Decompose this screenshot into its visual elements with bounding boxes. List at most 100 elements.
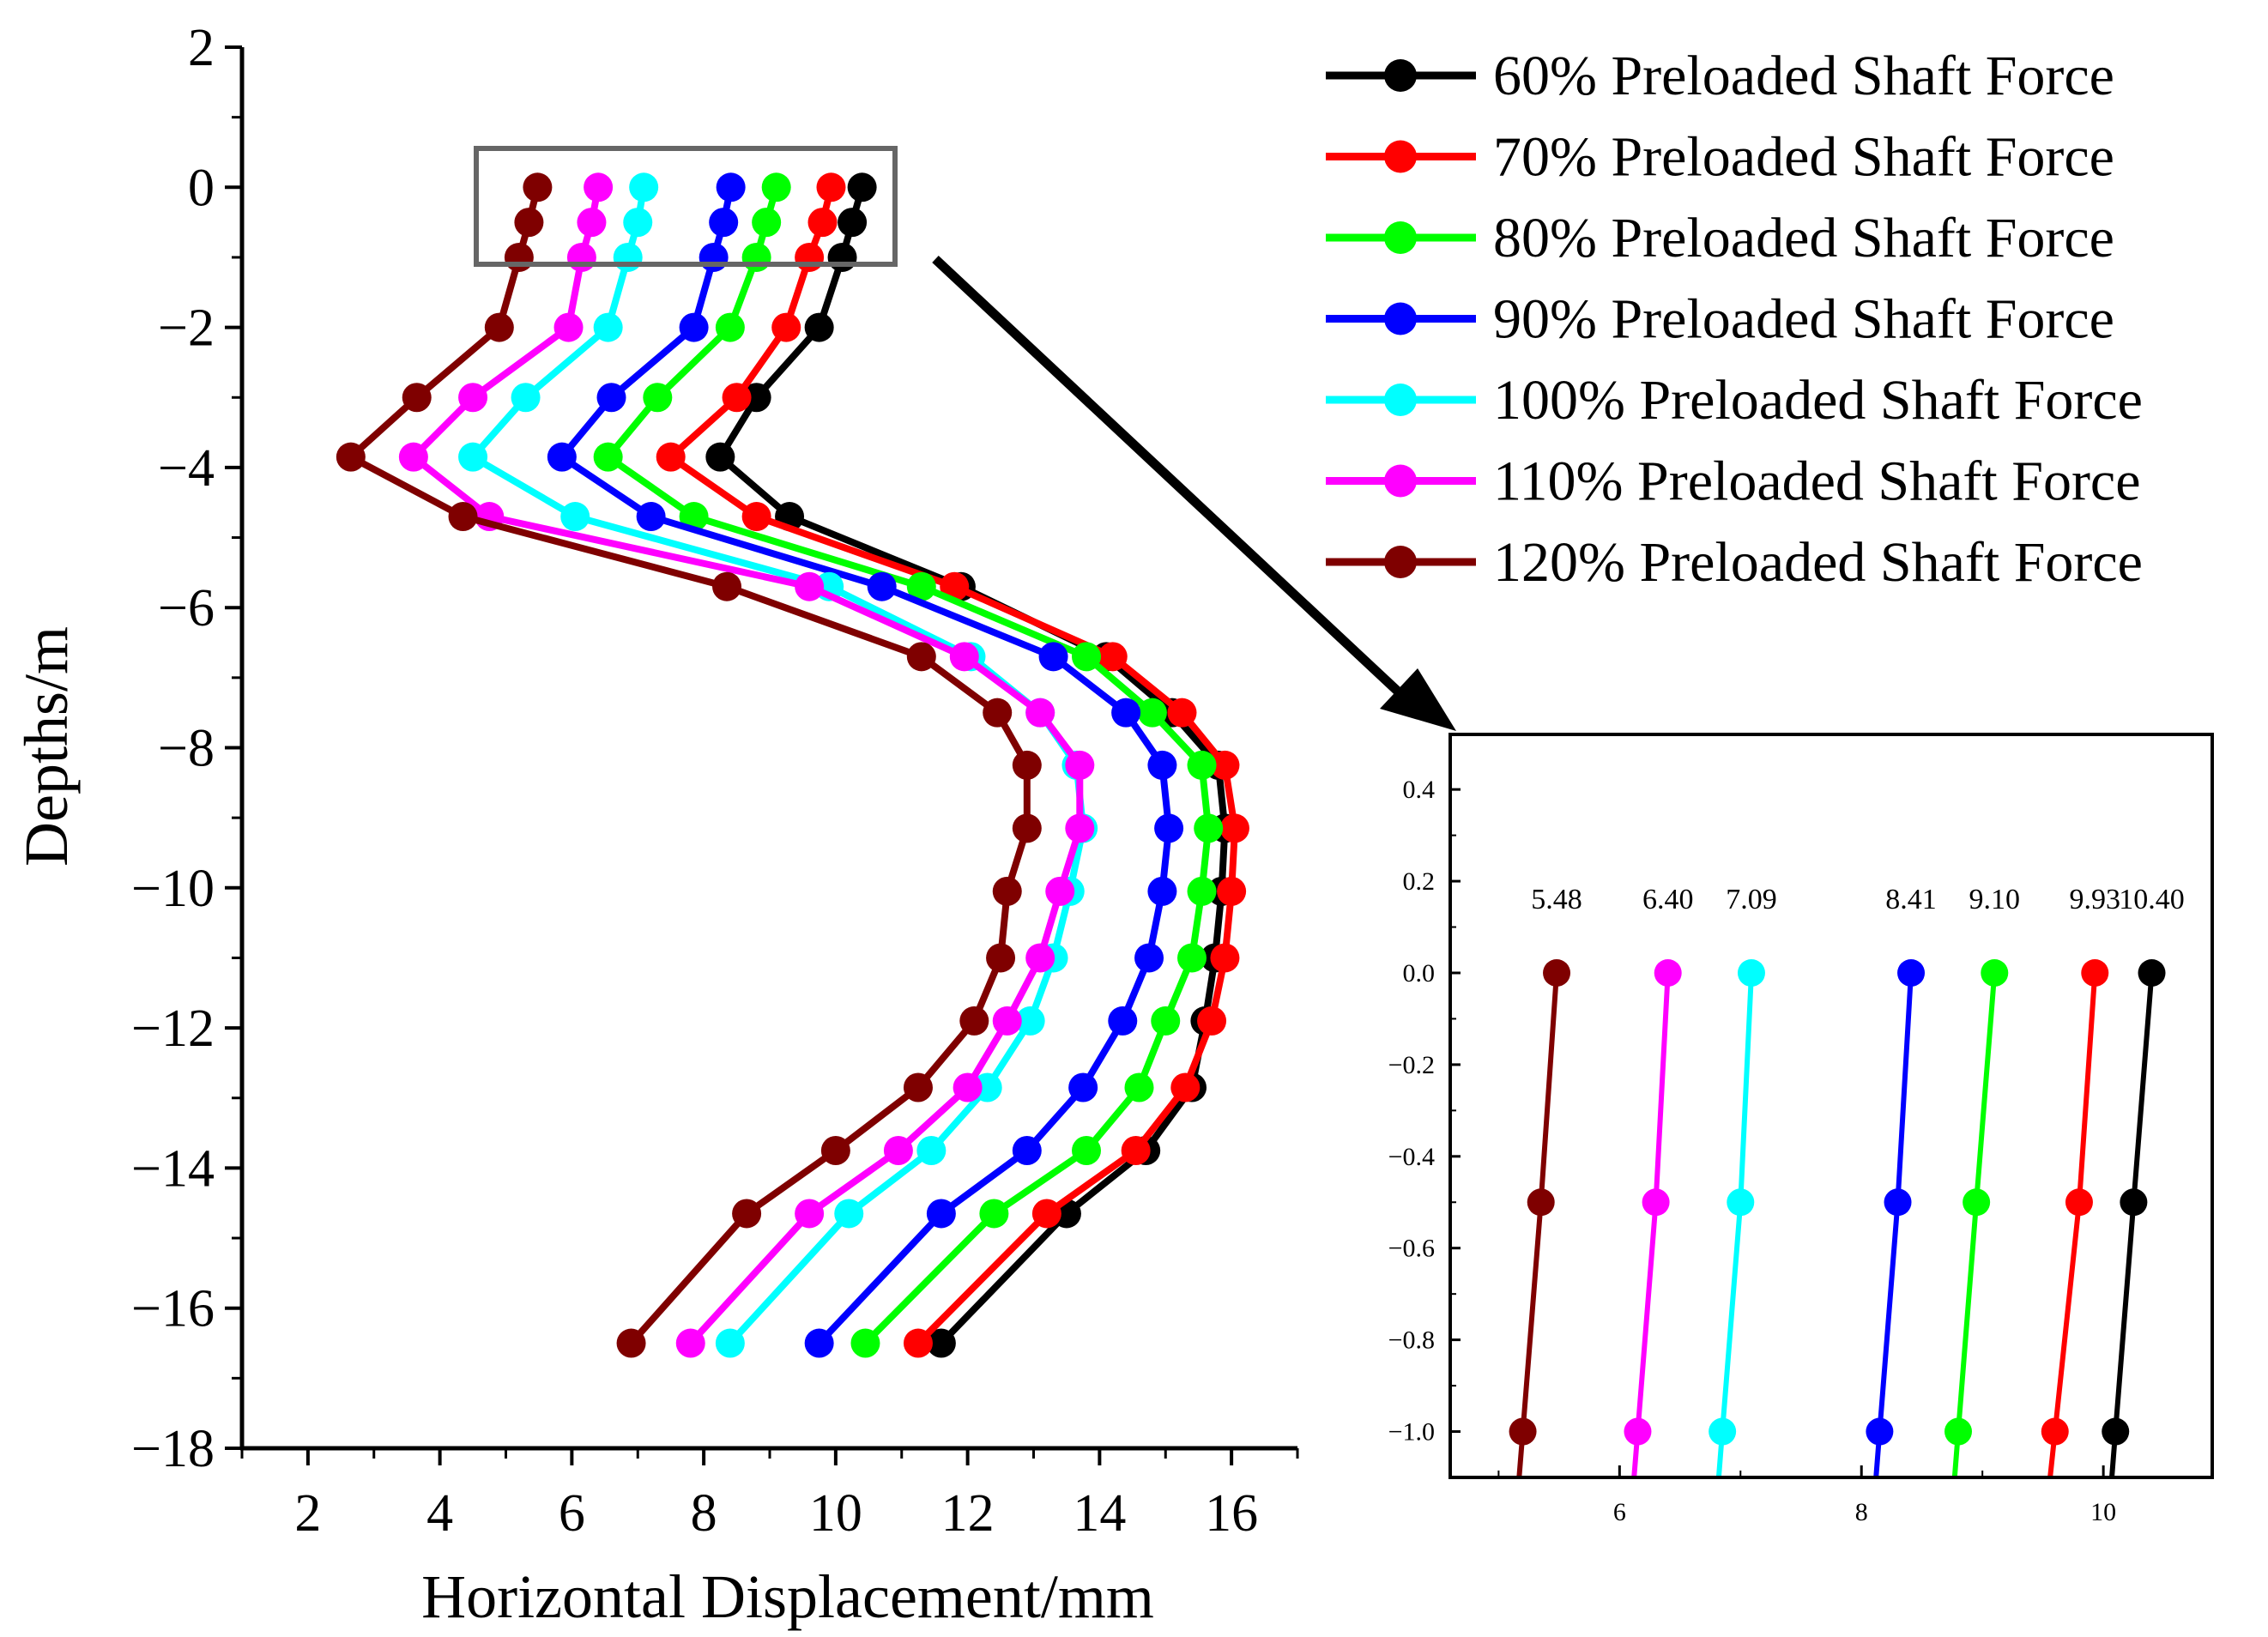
data-point-90-preloaded-shaft-force bbox=[1108, 1006, 1138, 1036]
inset-y-tick-label: −0.6 bbox=[1388, 1235, 1435, 1263]
data-point-100-preloaded-shaft-force bbox=[613, 242, 643, 272]
data-point-90-preloaded-shaft-force bbox=[1154, 813, 1184, 843]
inset-data-point-100-preloaded-shaft-force bbox=[1737, 958, 1765, 987]
inset-series-line-80-preloaded-shaft-force bbox=[1951, 972, 1998, 1478]
data-point-80-preloaded-shaft-force bbox=[979, 1199, 1009, 1229]
data-point-80-preloaded-shaft-force bbox=[906, 571, 936, 601]
data-point-90-preloaded-shaft-force bbox=[1012, 1135, 1042, 1165]
data-point-70-preloaded-shaft-force bbox=[1098, 642, 1128, 672]
data-point-120-preloaded-shaft-force bbox=[484, 312, 514, 342]
y-tick-label: −6 bbox=[158, 579, 215, 637]
data-point-110-preloaded-shaft-force bbox=[883, 1135, 913, 1165]
data-point-90-preloaded-shaft-force bbox=[1147, 750, 1177, 780]
data-point-120-preloaded-shaft-force bbox=[514, 208, 544, 238]
data-point-90-preloaded-shaft-force bbox=[547, 442, 577, 472]
data-point-70-preloaded-shaft-force bbox=[722, 383, 752, 413]
inset-data-point-90-preloaded-shaft-force bbox=[1866, 1417, 1894, 1446]
data-point-110-preloaded-shaft-force bbox=[1025, 698, 1055, 728]
data-point-80-preloaded-shaft-force bbox=[1072, 642, 1101, 672]
data-point-100-preloaded-shaft-force bbox=[623, 208, 653, 238]
zoom-arrow-shaft bbox=[932, 255, 1412, 706]
legend-label-120-preloaded-shaft-force: 120% Preloaded Shaft Force bbox=[1493, 531, 2143, 594]
inset-frame bbox=[1448, 733, 2214, 1479]
inset-data-point-60-preloaded-shaft-force bbox=[2102, 1417, 2130, 1446]
data-point-110-preloaded-shaft-force bbox=[1025, 943, 1055, 973]
inset-value-label: 8.41 bbox=[1885, 884, 1937, 915]
y-tick-label: −18 bbox=[131, 1420, 215, 1478]
data-point-120-preloaded-shaft-force bbox=[523, 172, 553, 202]
data-point-70-preloaded-shaft-force bbox=[903, 1328, 933, 1358]
data-point-60-preloaded-shaft-force bbox=[705, 442, 735, 472]
data-point-120-preloaded-shaft-force bbox=[992, 876, 1022, 906]
data-point-120-preloaded-shaft-force bbox=[732, 1199, 762, 1229]
x-tick-label: 2 bbox=[294, 1484, 321, 1543]
legend-marker-100-preloaded-shaft-force bbox=[1384, 384, 1417, 416]
data-point-80-preloaded-shaft-force bbox=[1177, 943, 1207, 973]
inset-data-point-110-preloaded-shaft-force bbox=[1624, 1417, 1652, 1446]
y-tick-label: −4 bbox=[158, 439, 215, 498]
data-point-100-preloaded-shaft-force bbox=[916, 1135, 947, 1165]
data-point-80-preloaded-shaft-force bbox=[1194, 813, 1224, 843]
y-tick-label: −2 bbox=[158, 299, 215, 358]
inset-data-point-90-preloaded-shaft-force bbox=[1884, 1188, 1912, 1217]
data-point-70-preloaded-shaft-force bbox=[1170, 1072, 1201, 1102]
main-series-group bbox=[336, 172, 1249, 1358]
inset-x-tick-label: 8 bbox=[1855, 1498, 1868, 1526]
legend-marker-120-preloaded-shaft-force bbox=[1384, 546, 1417, 578]
inset-y-tick-label: −0.8 bbox=[1388, 1326, 1435, 1355]
data-point-60-preloaded-shaft-force bbox=[838, 208, 868, 238]
data-point-120-preloaded-shaft-force bbox=[983, 698, 1013, 728]
y-axis-title: Depths/m bbox=[12, 626, 81, 867]
data-point-120-preloaded-shaft-force bbox=[986, 943, 1016, 973]
data-point-110-preloaded-shaft-force bbox=[675, 1328, 705, 1358]
data-point-110-preloaded-shaft-force bbox=[584, 172, 614, 202]
zoom-arrow-head bbox=[1380, 668, 1456, 731]
main-plot: 2 0 −2 −4 −6 −8 −10 −12 −14 −16 −18 2 4 6 8 10 12 14 16 H… bbox=[12, 19, 1299, 1631]
data-point-90-preloaded-shaft-force bbox=[699, 242, 729, 272]
data-point-100-preloaded-shaft-force bbox=[834, 1199, 864, 1229]
main-x-ticks: 2 4 6 8 10 12 14 16 bbox=[240, 1448, 1299, 1543]
data-point-80-preloaded-shaft-force bbox=[850, 1328, 880, 1358]
inset-y-tick-label: 0.4 bbox=[1403, 776, 1436, 804]
data-point-120-preloaded-shaft-force bbox=[903, 1072, 933, 1102]
inset-series-line-120-preloaded-shaft-force bbox=[1516, 972, 1559, 1478]
data-point-60-preloaded-shaft-force bbox=[804, 312, 834, 342]
y-tick-label: −14 bbox=[131, 1139, 215, 1198]
inset-y-tick-label: 0.0 bbox=[1403, 959, 1436, 988]
data-point-100-preloaded-shaft-force bbox=[458, 442, 488, 472]
inset-data-point-120-preloaded-shaft-force bbox=[1509, 1417, 1537, 1446]
inset-y-tick-label: 0.2 bbox=[1403, 867, 1436, 896]
legend: 60% Preloaded Shaft Force 70% Preloaded S… bbox=[1326, 45, 2143, 594]
legend-label-70-preloaded-shaft-force: 70% Preloaded Shaft Force bbox=[1493, 126, 2114, 189]
legend-marker-80-preloaded-shaft-force bbox=[1384, 221, 1417, 254]
inset-data-point-70-preloaded-shaft-force bbox=[2041, 1417, 2069, 1446]
inset-data-point-80-preloaded-shaft-force bbox=[1981, 958, 2009, 987]
data-point-110-preloaded-shaft-force bbox=[795, 1199, 825, 1229]
data-point-60-preloaded-shaft-force bbox=[926, 1328, 956, 1358]
inset-data-point-90-preloaded-shaft-force bbox=[1897, 958, 1926, 987]
data-point-110-preloaded-shaft-force bbox=[949, 642, 979, 672]
inset-value-label: 7.09 bbox=[1726, 884, 1777, 915]
data-point-60-preloaded-shaft-force bbox=[847, 172, 877, 202]
inset-data-point-60-preloaded-shaft-force bbox=[2120, 1188, 2148, 1217]
data-point-90-preloaded-shaft-force bbox=[716, 172, 746, 202]
data-point-120-preloaded-shaft-force bbox=[504, 242, 534, 272]
inset-series-line-70-preloaded-shaft-force bbox=[2047, 972, 2098, 1478]
inset-data-point-80-preloaded-shaft-force bbox=[1944, 1417, 1972, 1446]
data-point-120-preloaded-shaft-force bbox=[1012, 813, 1042, 843]
legend-label-80-preloaded-shaft-force: 80% Preloaded Shaft Force bbox=[1493, 207, 2114, 269]
data-point-70-preloaded-shaft-force bbox=[741, 502, 771, 532]
data-point-70-preloaded-shaft-force bbox=[1197, 1006, 1227, 1036]
data-point-120-preloaded-shaft-force bbox=[448, 502, 478, 532]
data-point-70-preloaded-shaft-force bbox=[656, 442, 686, 472]
data-point-120-preloaded-shaft-force bbox=[336, 442, 366, 472]
data-point-70-preloaded-shaft-force bbox=[1210, 750, 1240, 780]
inset-y-ticks: 0.4 0.2 0.0 −0.2 −0.4 −0.6 −0.8 −1.0 bbox=[1388, 776, 1461, 1447]
y-tick-label: −16 bbox=[131, 1280, 215, 1338]
data-point-100-preloaded-shaft-force bbox=[511, 383, 541, 413]
inset-value-label: 9.93 bbox=[2070, 884, 2121, 915]
data-point-110-preloaded-shaft-force bbox=[992, 1006, 1022, 1036]
